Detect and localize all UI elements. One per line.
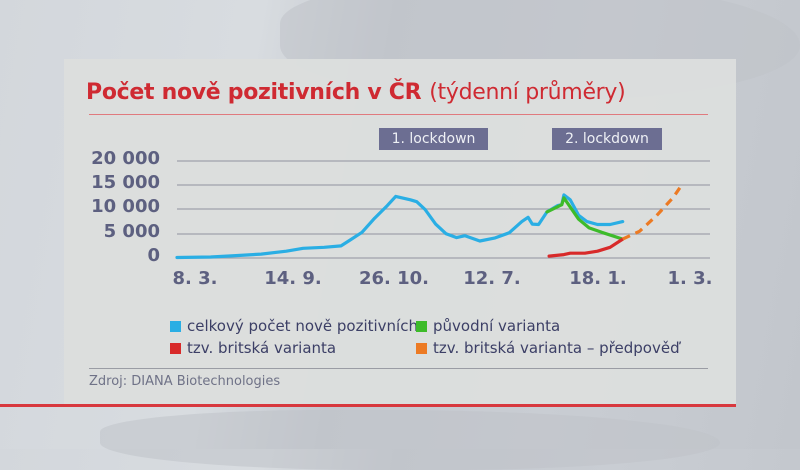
legend-label: tzv. britská varianta – předpověď — [433, 339, 680, 357]
bottom-red-rule — [0, 404, 736, 407]
source-text: Zdroj: DIANA Biotechnologies — [89, 374, 281, 389]
legend-item-forecast: tzv. britská varianta – předpověď — [416, 339, 680, 357]
series-line — [175, 193, 625, 260]
chart-title-main: Počet nově pozitivních v ČR — [86, 80, 422, 105]
y-tick-5000: 5 000 — [103, 221, 160, 242]
legend-item-total: celkový počet nově pozitivních — [170, 317, 418, 335]
title-underline — [89, 114, 708, 115]
legend-swatch — [170, 342, 181, 354]
x-tick: 26. 10. — [358, 268, 430, 289]
series-lines — [175, 184, 683, 260]
lockdown-2-label: 2. lockdown — [552, 128, 662, 150]
legend-label: celkový počet nově pozitivních — [187, 317, 418, 335]
chart-title-sub: (týdenní průměry) — [429, 80, 626, 105]
series-line — [622, 184, 683, 241]
grid-lines — [177, 160, 710, 259]
legend-item-original: původní varianta — [416, 317, 560, 335]
plot-area — [175, 160, 710, 260]
legend-swatch — [170, 320, 181, 332]
x-tick: 18. 1. — [569, 268, 627, 289]
x-tick: 14. 9. — [264, 268, 322, 289]
series-line — [547, 237, 625, 258]
y-tick-0: 0 — [147, 245, 160, 266]
legend-label: tzv. britská varianta — [187, 339, 337, 357]
x-tick: 12. 7. — [463, 268, 521, 289]
y-tick-10000: 10 000 — [91, 196, 160, 217]
x-tick: 1. 3. — [667, 268, 713, 289]
source-divider — [89, 368, 708, 369]
legend-item-british: tzv. britská varianta — [170, 339, 336, 357]
chart-title: Počet nově pozitivních v ČR (týdenní prům… — [86, 80, 626, 105]
y-tick-20000: 20 000 — [91, 148, 160, 169]
y-tick-15000: 15 000 — [91, 172, 160, 193]
x-tick: 8. 3. — [172, 268, 218, 289]
series-line — [545, 196, 625, 241]
legend-label: původní varianta — [433, 317, 561, 335]
lockdown-1-label: 1. lockdown — [379, 128, 488, 150]
legend-swatch — [416, 342, 427, 354]
legend-swatch — [416, 320, 427, 332]
